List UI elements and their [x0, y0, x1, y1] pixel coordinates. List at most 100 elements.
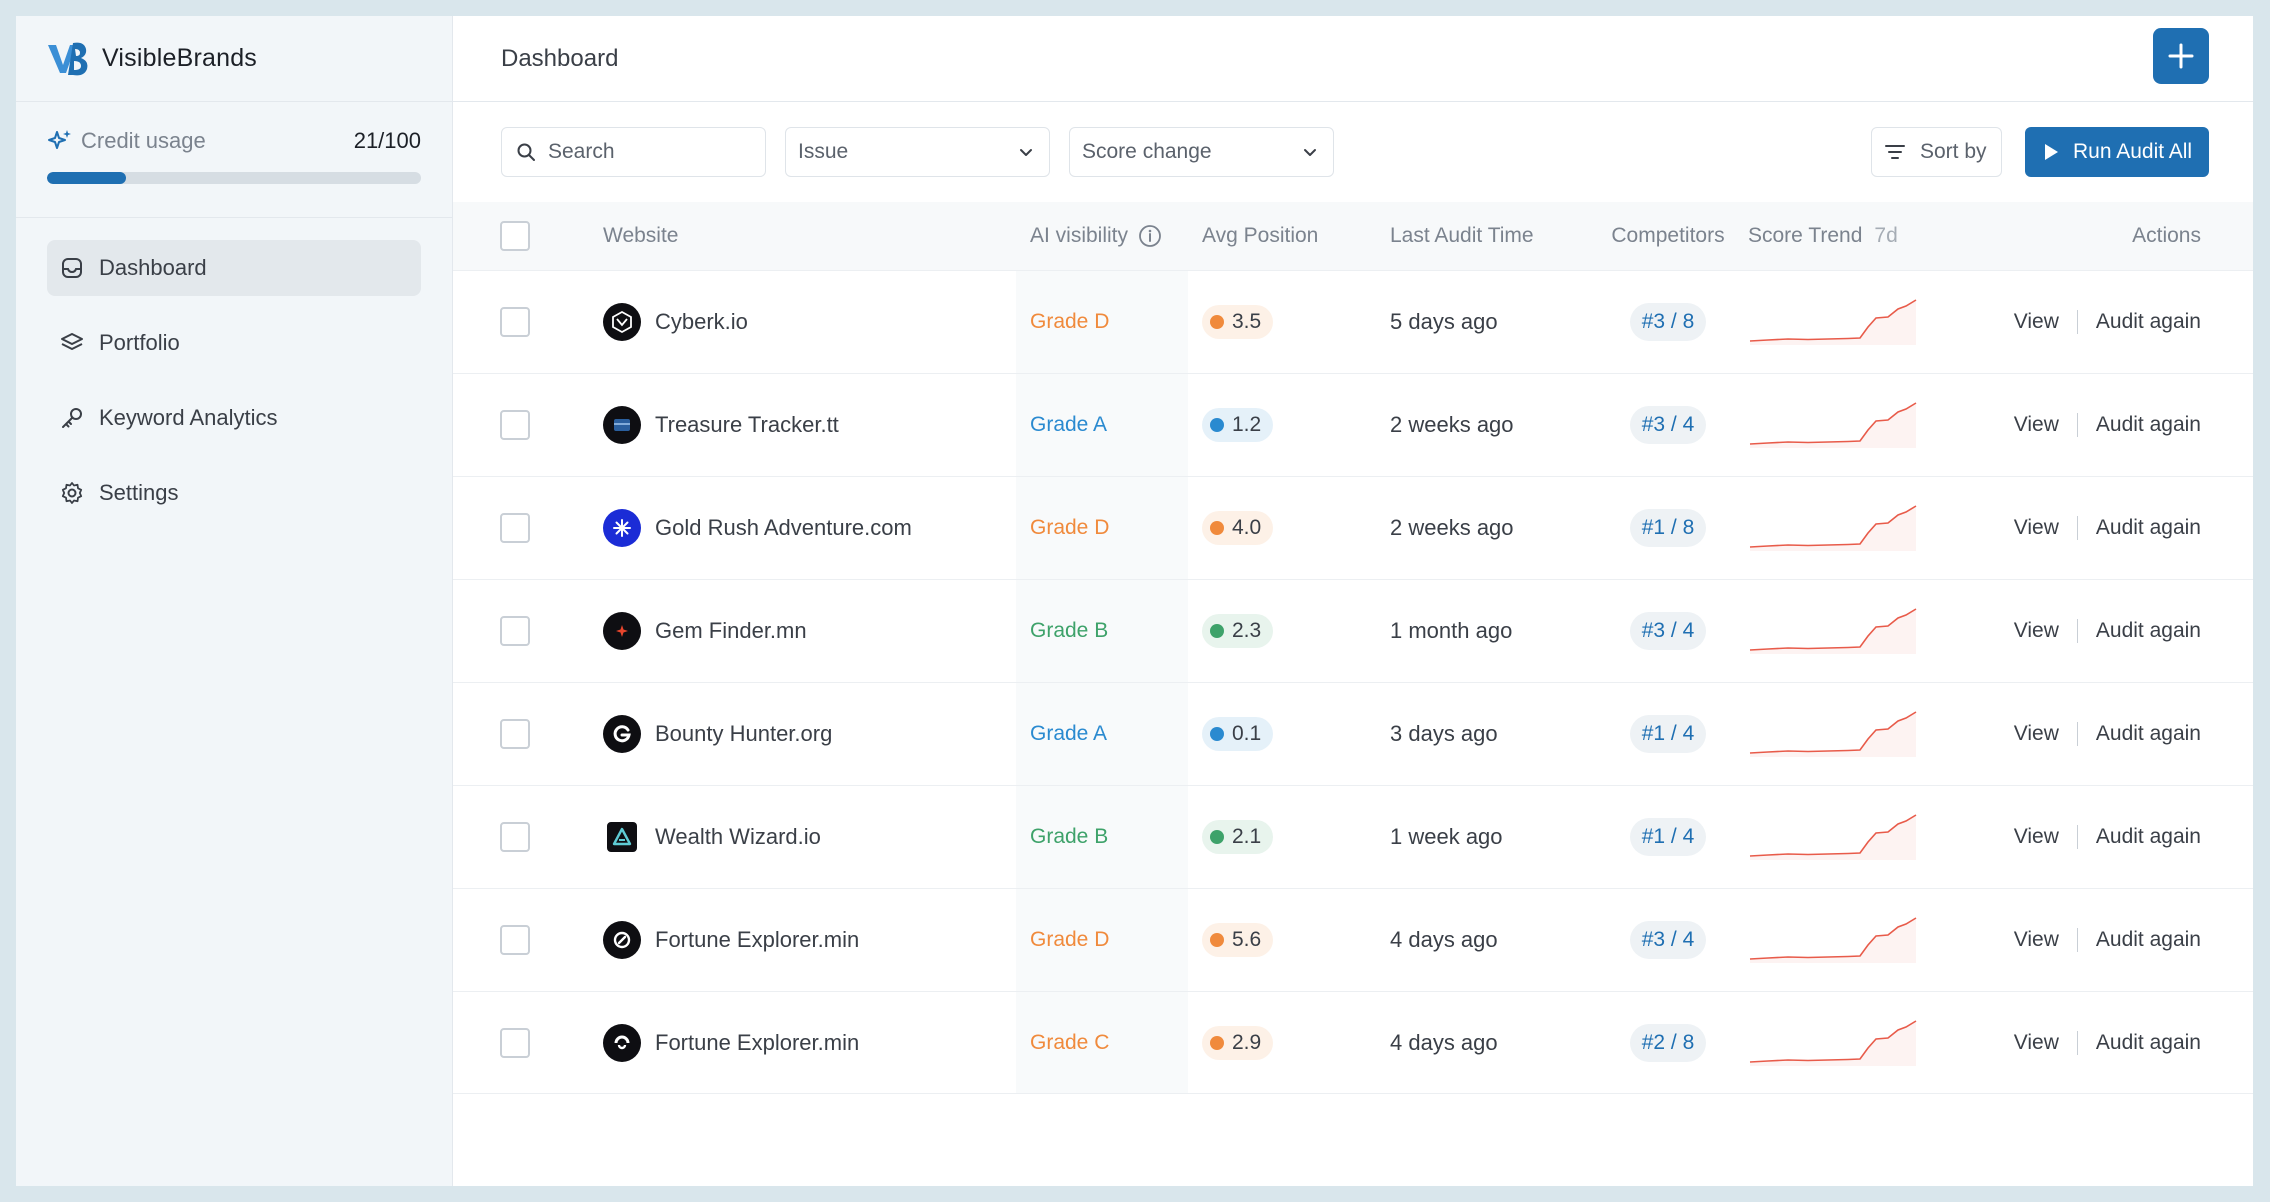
status-dot	[1210, 418, 1224, 432]
table-row[interactable]: Wealth Wizard.io Grade B 2.1 1 week ago …	[453, 785, 2253, 888]
row-checkbox[interactable]	[500, 822, 530, 852]
run-audit-all-button[interactable]: Run Audit All	[2025, 127, 2209, 177]
competitors-badge[interactable]: #1 / 8	[1629, 509, 1707, 547]
score-change-select-value: Score change	[1082, 140, 1212, 163]
issue-select[interactable]: Issue	[785, 127, 1050, 177]
table-row[interactable]: Fortune Explorer.min Grade D 5.6 4 days …	[453, 888, 2253, 991]
action-divider	[2076, 928, 2078, 952]
competitors-badge[interactable]: #3 / 4	[1629, 612, 1707, 650]
competitors-badge[interactable]: #3 / 4	[1629, 921, 1707, 959]
row-checkbox[interactable]	[500, 616, 530, 646]
audit-again-button[interactable]: Audit again	[2095, 310, 2201, 333]
row-checkbox[interactable]	[500, 513, 530, 543]
column-header-ai-visibility[interactable]: AI visibility	[1016, 202, 1188, 270]
column-header-avg-position[interactable]: Avg Position	[1202, 224, 1319, 247]
competitors-badge[interactable]: #3 / 8	[1629, 303, 1707, 341]
avg-position-value: 2.9	[1232, 1030, 1262, 1054]
competitors-badge[interactable]: #3 / 4	[1629, 406, 1707, 444]
page-header: Dashboard	[453, 16, 2253, 102]
sidebar-item-settings[interactable]: Settings	[47, 465, 421, 521]
treasure-tracker-logo-icon	[603, 406, 641, 444]
sidebar-item-portfolio[interactable]: Portfolio	[47, 315, 421, 371]
row-checkbox[interactable]	[500, 925, 530, 955]
score-trend-sparkline	[1749, 711, 1917, 757]
brand[interactable]: VisibleBrands	[16, 16, 452, 102]
status-dot	[1210, 521, 1224, 535]
sparkline-line	[1749, 505, 1917, 548]
column-header-score-trend[interactable]: Score Trend 7d	[1748, 224, 1948, 248]
website-name[interactable]: Fortune Explorer.min	[655, 927, 860, 952]
info-icon[interactable]	[1138, 224, 1162, 248]
search-box[interactable]	[501, 127, 766, 177]
audit-again-button[interactable]: Audit again	[2095, 516, 2201, 539]
table-row[interactable]: Fortune Explorer.min Grade C 2.9 4 days …	[453, 991, 2253, 1094]
fortune-explorer-logo-icon	[603, 921, 641, 959]
sparkline-area	[1750, 712, 1916, 757]
row-checkbox[interactable]	[500, 719, 530, 749]
competitors-badge[interactable]: #1 / 4	[1629, 715, 1707, 753]
column-header-website[interactable]: Website	[603, 224, 679, 247]
competitors-badge[interactable]: #1 / 4	[1629, 818, 1707, 856]
view-button[interactable]: View	[2013, 310, 2059, 333]
audit-again-button[interactable]: Audit again	[2095, 928, 2201, 951]
website-name[interactable]: Bounty Hunter.org	[655, 721, 833, 746]
table-row[interactable]: Cyberk.io Grade D 3.5 5 days ago #3 / 8 …	[453, 270, 2253, 373]
add-button[interactable]	[2153, 28, 2209, 84]
audit-again-button[interactable]: Audit again	[2095, 1030, 2201, 1054]
audit-again-button[interactable]: Audit again	[2095, 825, 2201, 848]
avg-position-value: 3.5	[1232, 310, 1262, 333]
last-audit-time: 4 days ago	[1390, 1029, 1498, 1055]
row-checkbox[interactable]	[500, 1027, 530, 1058]
view-button[interactable]: View	[2013, 825, 2059, 848]
sidebar-item-keyword-analytics[interactable]: Keyword Analytics	[47, 390, 421, 446]
website-name[interactable]: Gem Finder.mn	[655, 618, 807, 643]
column-header-competitors[interactable]: Competitors	[1611, 224, 1725, 247]
sparkline-area	[1750, 403, 1916, 448]
sparkline-line	[1749, 299, 1917, 342]
view-button[interactable]: View	[2013, 413, 2059, 436]
avg-position-value: 0.1	[1232, 722, 1262, 745]
status-dot	[1210, 830, 1224, 844]
table-row[interactable]: Bounty Hunter.org Grade A 0.1 3 days ago…	[453, 682, 2253, 785]
ai-visibility-grade: Grade D	[1030, 310, 1110, 333]
sparkle-icon	[48, 130, 71, 149]
chevron-down-icon	[1304, 149, 1316, 156]
score-trend-sparkline	[1749, 917, 1917, 963]
sidebar-item-dashboard[interactable]: Dashboard	[47, 240, 421, 296]
table-row[interactable]: Treasure Tracker.tt Grade A 1.2 2 weeks …	[453, 373, 2253, 476]
gold-rush-logo-icon	[603, 509, 641, 547]
search-icon	[517, 143, 535, 161]
column-header-last-audit[interactable]: Last Audit Time	[1390, 224, 1534, 247]
sort-button[interactable]: Sort by	[1871, 127, 2002, 177]
row-checkbox[interactable]	[500, 307, 530, 337]
avg-position-chip: 2.1	[1202, 820, 1274, 854]
website-name[interactable]: Wealth Wizard.io	[655, 824, 821, 849]
table-row[interactable]: Gem Finder.mn Grade B 2.3 1 month ago #3…	[453, 579, 2253, 682]
view-button[interactable]: View	[2013, 619, 2059, 642]
search-input[interactable]	[548, 140, 748, 164]
action-divider	[2076, 825, 2078, 849]
website-name[interactable]: Gold Rush Adventure.com	[655, 515, 912, 540]
view-button[interactable]: View	[2013, 516, 2059, 539]
audit-again-button[interactable]: Audit again	[2095, 619, 2201, 642]
website-name[interactable]: Cyberk.io	[655, 309, 748, 334]
row-checkbox[interactable]	[500, 410, 530, 440]
website-name[interactable]: Fortune Explorer.min	[655, 1029, 860, 1055]
view-button[interactable]: View	[2013, 1030, 2059, 1054]
view-button[interactable]: View	[2013, 928, 2059, 951]
action-divider	[2076, 619, 2078, 643]
status-dot	[1210, 1035, 1224, 1050]
avg-position-chip: 1.2	[1202, 408, 1274, 442]
ai-visibility-grade: Grade B	[1030, 825, 1109, 848]
website-name[interactable]: Treasure Tracker.tt	[655, 412, 839, 437]
competitors-badge[interactable]: #2 / 8	[1629, 1023, 1707, 1062]
score-change-select[interactable]: Score change	[1069, 127, 1334, 177]
select-all-checkbox[interactable]	[500, 221, 530, 251]
view-button[interactable]: View	[2013, 722, 2059, 745]
audit-again-button[interactable]: Audit again	[2095, 722, 2201, 745]
audit-again-button[interactable]: Audit again	[2095, 413, 2201, 436]
score-trend-sparkline	[1749, 299, 1917, 345]
table-row[interactable]: Gold Rush Adventure.com Grade D 4.0 2 we…	[453, 476, 2253, 579]
sidebar-item-label: Portfolio	[99, 330, 180, 355]
gem-finder-logo-icon	[603, 612, 641, 650]
